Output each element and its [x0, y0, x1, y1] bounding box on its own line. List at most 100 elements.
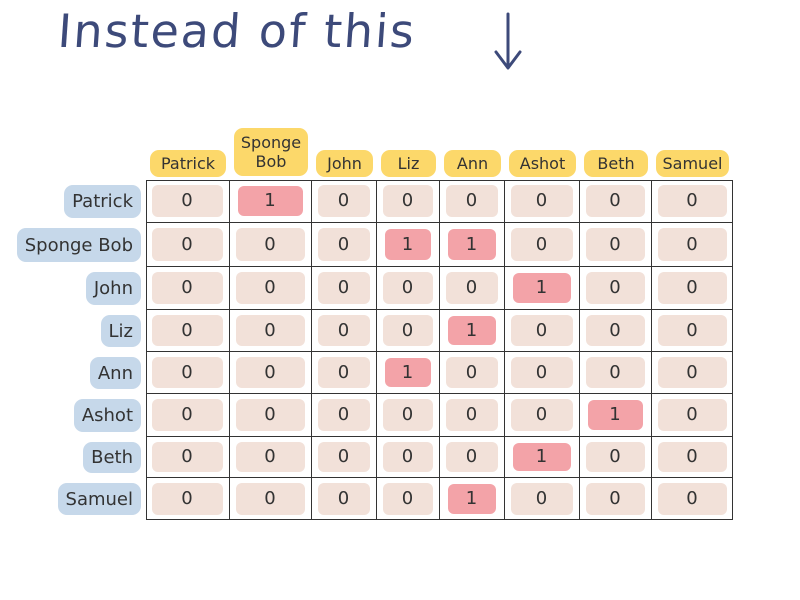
cell-value: 1 [465, 233, 478, 255]
cell-fill [317, 356, 370, 388]
cell-value: 0 [181, 277, 193, 298]
cell-fill [382, 441, 433, 472]
matrix-cell: 0 [579, 436, 652, 478]
matrix-cell: 0 [311, 266, 377, 310]
matrix-cell: 0 [439, 393, 505, 437]
column-header: John [316, 150, 373, 177]
cell-value: 0 [181, 319, 193, 341]
cell-value: 0 [535, 319, 548, 341]
cell-value: 0 [686, 190, 698, 211]
cell-fill [657, 441, 727, 472]
cell-fill [235, 398, 305, 431]
matrix-cell: 0 [145, 179, 230, 223]
row-header: Samuel [57, 483, 141, 515]
cell-fill [510, 482, 573, 515]
matrix-cell: 0 [651, 180, 733, 223]
cell-fill [235, 441, 305, 472]
matrix-cell: 1 [504, 436, 580, 478]
matrix-cell: 0 [439, 179, 505, 223]
cell-value: 0 [465, 190, 478, 211]
cell-fill [317, 314, 370, 346]
column-header: Beth [584, 150, 648, 177]
matrix-cell: 0 [145, 309, 230, 352]
cell-value: 0 [181, 190, 193, 211]
cell-fill [510, 356, 573, 388]
cell-fill [382, 314, 433, 346]
cell-fill [657, 227, 727, 261]
matrix-cell: 0 [580, 477, 652, 520]
cell-fill [445, 184, 498, 217]
cell-value: 0 [181, 361, 193, 383]
cell-fill [657, 356, 727, 388]
cell-fill [445, 271, 498, 304]
matrix-cell: 0 [376, 179, 440, 223]
cell-value: 0 [686, 488, 698, 509]
matrix-cell: 0 [439, 266, 505, 310]
cell-fill [317, 227, 370, 261]
matrix-cell: 0 [376, 436, 440, 478]
matrix-cell: 0 [145, 222, 230, 267]
matrix-cell: 0 [312, 477, 377, 520]
cell-value: 0 [535, 361, 548, 383]
cell-fill [235, 271, 305, 304]
cell-fill [657, 184, 727, 217]
cell-fill [585, 271, 645, 304]
matrix-cell: 1 [504, 266, 580, 310]
cell-value: 0 [264, 233, 276, 255]
matrix-cell: 0 [377, 477, 440, 520]
cell-value: 0 [264, 361, 276, 383]
matrix-cell: 1 [439, 222, 505, 267]
cell-value: 0 [337, 404, 350, 425]
matrix-cell: 1 [579, 393, 652, 437]
matrix-cell: 0 [311, 222, 377, 267]
cell-fill [382, 271, 433, 304]
cell-fill [317, 482, 370, 515]
edge-highlight [587, 399, 643, 430]
matrix-cell: 0 [229, 222, 312, 267]
matrix-cell: 0 [651, 437, 733, 478]
page-title: Instead of this [56, 4, 418, 58]
cell-fill [151, 184, 223, 217]
cell-fill [382, 398, 433, 431]
cell-value: 0 [686, 233, 698, 255]
cell-value: 0 [337, 319, 350, 341]
cell-value: 0 [401, 190, 414, 211]
matrix-cell: 0 [439, 436, 505, 478]
cell-value: 0 [337, 233, 350, 255]
matrix-cell: 0 [579, 179, 652, 223]
cell-fill [585, 441, 645, 472]
cell-fill [235, 227, 305, 261]
matrix-cell: 0 [579, 222, 652, 267]
cell-fill [510, 398, 573, 431]
cell-fill [510, 314, 573, 346]
cell-value: 0 [264, 488, 276, 509]
cell-fill [151, 356, 223, 388]
matrix-cell: 0 [651, 352, 733, 394]
matrix-cell: 0 [311, 393, 377, 437]
cell-fill [151, 271, 223, 304]
edge-highlight [237, 185, 303, 216]
matrix-cell: 0 [311, 436, 377, 478]
matrix-cell: 1 [376, 222, 440, 267]
cell-value: 0 [337, 361, 350, 383]
cell-fill [317, 398, 370, 431]
cell-fill [585, 227, 645, 261]
cell-value: 0 [337, 190, 350, 211]
cell-value: 0 [686, 404, 698, 425]
column-header: Sponge Bob [234, 128, 308, 176]
matrix-cell: 0 [229, 266, 312, 310]
cell-fill [151, 482, 223, 515]
cell-value: 1 [465, 319, 478, 341]
matrix-cell: 0 [311, 179, 377, 223]
cell-value: 0 [535, 488, 548, 509]
cell-fill [510, 184, 573, 217]
cell-fill [585, 314, 645, 346]
cell-fill [235, 356, 305, 388]
cell-fill [317, 184, 370, 217]
cell-value: 1 [535, 446, 548, 467]
cell-value: 0 [401, 488, 414, 509]
cell-value: 0 [465, 404, 478, 425]
cell-value: 0 [535, 404, 548, 425]
matrix-cell: 0 [230, 477, 312, 520]
row-header: Patrick [64, 185, 141, 218]
